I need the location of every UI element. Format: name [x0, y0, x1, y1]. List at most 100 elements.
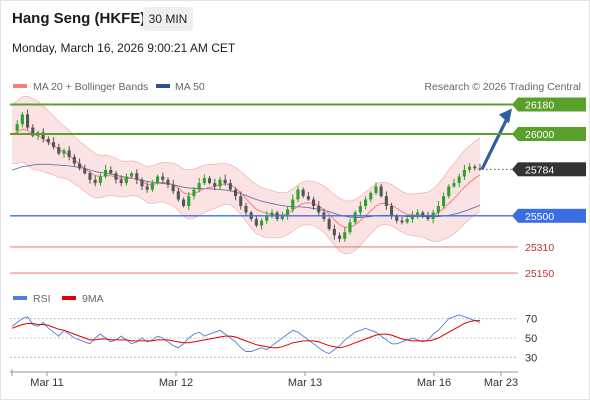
level-tag-pointer: [512, 162, 518, 177]
candle: [332, 228, 336, 236]
candle: [384, 196, 388, 206]
candle: [306, 196, 310, 200]
level-tag-pointer: [512, 97, 518, 112]
ma50-legend-label: MA 50: [175, 81, 205, 93]
candle: [67, 150, 71, 157]
rsi-ma-legend-swatch: [62, 296, 76, 300]
candle: [364, 199, 368, 206]
candle: [72, 156, 76, 164]
candle: [280, 215, 284, 220]
candle: [416, 212, 420, 216]
candle: [171, 184, 175, 192]
candle: [228, 183, 232, 190]
rsi-legend-label: RSI: [33, 293, 51, 305]
projection-arrow-head: [499, 108, 512, 124]
candle: [317, 206, 321, 213]
level-label-25310: 25310: [525, 242, 554, 254]
candle: [457, 176, 461, 183]
candle: [260, 220, 264, 226]
x-tick-label: Mar 12: [159, 377, 193, 389]
level-tag-pointer: [512, 208, 518, 223]
candle: [57, 147, 61, 154]
candle: [358, 206, 362, 213]
candle: [291, 199, 295, 210]
candle: [395, 215, 399, 221]
candle: [26, 114, 30, 128]
x-tick-label: Mar 13: [288, 377, 322, 389]
level-tag-pointer: [512, 127, 518, 141]
candle: [239, 196, 243, 206]
candle: [213, 183, 217, 187]
candle: [187, 196, 191, 206]
candle: [124, 176, 128, 183]
candle: [426, 215, 430, 220]
level-label-26000: 26000: [525, 129, 554, 141]
candle: [31, 127, 35, 136]
candle: [62, 150, 66, 154]
x-axis: Mar 11 Mar 12 Mar 13 Mar 16 Mar 23: [10, 369, 518, 389]
candle: [379, 186, 383, 197]
ma20-legend-swatch: [13, 84, 27, 88]
candle: [208, 178, 212, 184]
candle: [15, 124, 19, 131]
candle: [223, 179, 227, 184]
level-label-25500: 25500: [525, 211, 554, 223]
candle: [254, 219, 258, 226]
candle: [109, 170, 113, 174]
candle: [156, 176, 160, 183]
candle: [20, 114, 24, 125]
candle: [462, 170, 466, 177]
candle: [473, 166, 477, 169]
candle: [135, 173, 139, 180]
level-tag-26000: [518, 127, 586, 141]
candle: [46, 138, 50, 143]
candle: [348, 222, 352, 233]
candle: [270, 212, 274, 216]
candle: [192, 189, 196, 197]
candle: [130, 173, 134, 177]
candle: [390, 206, 394, 216]
candle: [161, 176, 165, 180]
candle: [265, 215, 269, 221]
candle: [442, 196, 446, 206]
candle: [104, 170, 108, 177]
copyright-label: Research © 2026 Trading Central: [424, 81, 581, 93]
datetime-label: Monday, March 16, 2026 9:00:21 AM CET: [12, 41, 236, 55]
timeframe-badge[interactable]: 30 MIN: [143, 7, 193, 31]
candle: [197, 183, 201, 190]
candle: [176, 191, 180, 200]
candle: [410, 215, 414, 220]
candle: [296, 189, 300, 200]
candle: [41, 132, 45, 139]
instrument-title: Hang Seng (HKFE): [12, 10, 146, 27]
rsi-legend-swatch: [13, 296, 27, 300]
candle: [166, 179, 170, 185]
candle: [369, 192, 373, 200]
rsi-tick-label: 30: [525, 352, 537, 364]
candle: [244, 206, 248, 213]
candle: [478, 168, 482, 170]
candle: [98, 176, 102, 183]
price-plot-area: [11, 96, 512, 255]
candle: [338, 235, 342, 239]
level-tag-25784: [518, 162, 586, 177]
rsi-ma-line: [11, 320, 480, 349]
candle: [202, 178, 206, 184]
candle: [374, 186, 378, 193]
candle: [145, 186, 149, 190]
candle: [114, 173, 118, 180]
rsi-tick-label: 70: [525, 314, 537, 326]
candle: [327, 219, 331, 229]
bollinger-band-fill: [12, 96, 480, 254]
candle: [353, 212, 357, 223]
level-tag-26180: [518, 97, 586, 112]
candle: [83, 168, 87, 174]
ma50-legend-swatch: [156, 84, 170, 88]
bollinger-lower: [12, 161, 481, 255]
x-tick-label: Mar 11: [30, 377, 63, 389]
candle: [182, 199, 186, 206]
candle: [52, 142, 56, 148]
candle: [119, 179, 123, 184]
level-lines: 26180 26000 25784 25500 25310 25150: [10, 97, 586, 280]
